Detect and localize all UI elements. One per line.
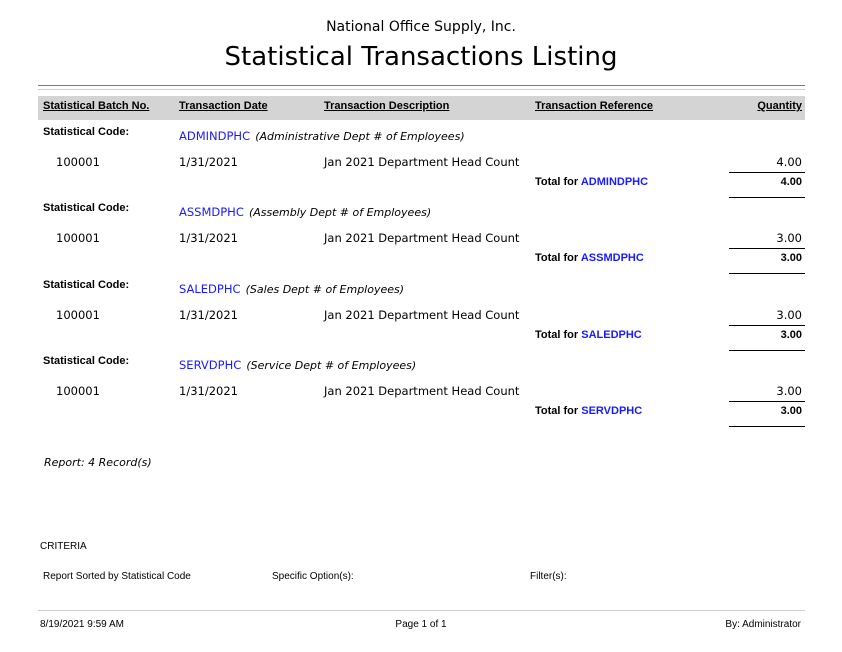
divider xyxy=(38,89,805,90)
transaction-description: Jan 2021 Department Head Count xyxy=(324,231,520,246)
subtotal-rule xyxy=(729,172,805,173)
footer-divider xyxy=(38,610,805,611)
column-header-batch: Statistical Batch No. xyxy=(43,100,150,112)
column-header-description: Transaction Description xyxy=(324,100,450,112)
batch-number: 100001 xyxy=(56,231,100,246)
print-timestamp: 8/19/2021 9:59 AM xyxy=(40,619,124,630)
total-code: ASSMDPHC xyxy=(580,252,644,265)
total-label: Total for SERVDPHC xyxy=(535,404,643,417)
statistical-code-link[interactable]: SALEDPHC xyxy=(179,281,241,296)
transaction-date: 1/31/2021 xyxy=(179,307,238,322)
printed-by: By: Administrator xyxy=(725,619,801,630)
transaction-description: Jan 2021 Department Head Count xyxy=(324,307,520,322)
total-rule xyxy=(729,197,805,198)
total-quantity: 4.00 xyxy=(780,176,802,188)
total-quantity: 3.00 xyxy=(780,328,802,341)
total-rule xyxy=(729,349,805,351)
total-code: SALEDPHC xyxy=(581,328,642,341)
transaction-date: 1/31/2021 xyxy=(179,383,238,398)
total-rule xyxy=(729,425,805,427)
transaction-description: Jan 2021 Department Head Count xyxy=(324,383,520,398)
total-label: Total for SALEDPHC xyxy=(535,328,642,341)
transaction-description: Jan 2021 Department Head Count xyxy=(324,155,520,169)
batch-number: 100001 xyxy=(56,383,100,398)
transaction-date: 1/31/2021 xyxy=(179,155,238,169)
transaction-date: 1/31/2021 xyxy=(179,231,238,246)
divider xyxy=(38,85,805,86)
statistical-code-label: Statistical Code: xyxy=(43,202,130,215)
statistical-code-label: Statistical Code: xyxy=(43,126,130,138)
criteria-sorted: Report Sorted by Statistical Code xyxy=(43,571,191,582)
statistical-code-label: Statistical Code: xyxy=(43,354,130,367)
subtotal-rule xyxy=(729,248,805,250)
report-title: Statistical Transactions Listing xyxy=(224,42,618,72)
total-code: ADMINDPHC xyxy=(580,176,649,188)
criteria-title: CRITERIA xyxy=(40,541,87,552)
criteria-options: Specific Option(s): xyxy=(272,571,354,582)
total-code: SERVDPHC xyxy=(581,404,643,417)
company-name: National Office Supply, Inc. xyxy=(326,19,516,35)
subtotal-rule xyxy=(729,324,805,326)
statistical-code-link[interactable]: ADMINDPHC xyxy=(179,129,251,143)
quantity: 3.00 xyxy=(776,307,802,322)
column-header-band xyxy=(38,96,805,120)
total-label: Total for ASSMDPHC xyxy=(535,252,644,265)
statistical-code-link[interactable]: ASSMDPHC xyxy=(179,205,244,220)
record-count: Report: 4 Record(s) xyxy=(44,456,152,469)
batch-number: 100001 xyxy=(56,307,100,322)
total-rule xyxy=(729,273,805,275)
statistical-code-description: Administrative Dept # of Employees xyxy=(259,130,461,143)
total-quantity: 3.00 xyxy=(780,404,802,417)
quantity: 3.00 xyxy=(776,383,802,398)
statistical-code-link[interactable]: SERVDPHC xyxy=(179,357,242,372)
criteria-filters: Filter(s): xyxy=(530,571,567,582)
page-number: Page 1 of 1 xyxy=(395,619,447,630)
quantity: 3.00 xyxy=(776,231,802,246)
column-header-reference: Transaction Reference xyxy=(535,100,653,112)
total-label: Total for ADMINDPHC xyxy=(535,176,649,188)
statistical-code-label: Statistical Code: xyxy=(43,278,130,291)
column-header-date: Transaction Date xyxy=(179,100,268,112)
total-quantity: 3.00 xyxy=(780,252,802,265)
statistical-code-description: Sales Dept # of Employees xyxy=(249,282,400,296)
column-header-quantity: Quantity xyxy=(757,100,802,112)
subtotal-rule xyxy=(729,400,805,402)
statistical-code-description: Assembly Dept # of Employees xyxy=(253,206,427,220)
statistical-code-description: Service Dept # of Employees xyxy=(250,358,412,372)
batch-number: 100001 xyxy=(56,155,100,169)
quantity: 4.00 xyxy=(776,155,802,169)
